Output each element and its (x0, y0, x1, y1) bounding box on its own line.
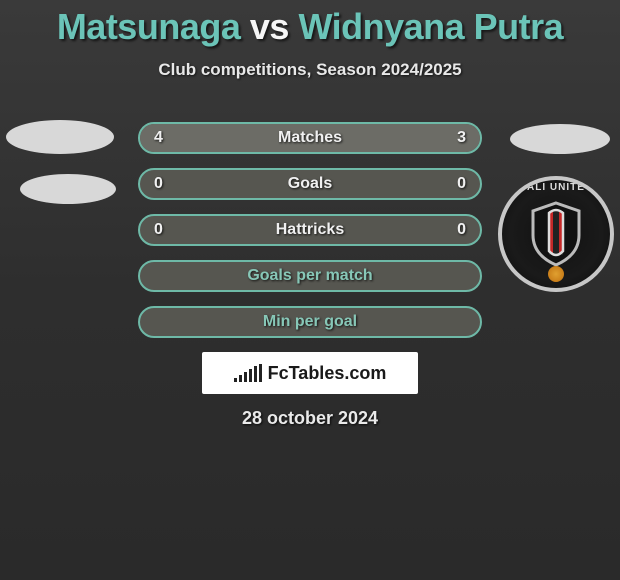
stat-row: Min per goal (138, 306, 482, 338)
page-title: Matsunaga vs Widnyana Putra (0, 0, 620, 48)
stat-right-value: 3 (457, 129, 466, 147)
stat-label: Matches (278, 129, 342, 147)
stat-row: 0 Hattricks 0 (138, 214, 482, 246)
subtitle: Club competitions, Season 2024/2025 (0, 60, 620, 80)
branding-badge: FcTables.com (202, 352, 418, 394)
stat-row: 4 Matches 3 (138, 122, 482, 154)
club-badge: ALI UNITE (498, 176, 614, 292)
player1-avatar (6, 120, 116, 230)
stat-row: 0 Goals 0 (138, 168, 482, 200)
badge-text: ALI UNITE (502, 182, 610, 193)
bar-segment (249, 369, 252, 382)
player1-name: Matsunaga (57, 6, 241, 47)
badge-shield-icon (529, 201, 583, 267)
stat-label: Goals (288, 175, 332, 193)
player2-avatar: ALI UNITE (490, 120, 610, 300)
stat-label: Min per goal (263, 313, 357, 331)
stat-label: Goals per match (247, 267, 372, 285)
avatar-placeholder-shape (20, 174, 116, 204)
avatar-placeholder-shape (510, 124, 610, 154)
branding-text: FcTables.com (268, 363, 387, 384)
bar-segment (259, 364, 262, 382)
branding-bars-icon (234, 364, 262, 382)
badge-ball-icon (548, 266, 564, 282)
date-label: 28 october 2024 (0, 408, 620, 429)
avatar-placeholder-shape (6, 120, 114, 154)
stat-label: Hattricks (276, 221, 344, 239)
bar-segment (239, 375, 242, 382)
stat-right-value: 0 (457, 175, 466, 193)
stats-panel: 4 Matches 3 0 Goals 0 0 Hattricks 0 Goals per mat… (138, 122, 482, 352)
vs-text: vs (250, 6, 289, 47)
bar-segment (244, 372, 247, 382)
stat-left-value: 0 (154, 175, 163, 193)
bar-segment (254, 366, 257, 382)
bar-segment (234, 378, 237, 382)
stat-left-value: 4 (154, 129, 163, 147)
stat-row: Goals per match (138, 260, 482, 292)
stat-left-value: 0 (154, 221, 163, 239)
player2-name: Widnyana Putra (298, 6, 563, 47)
stat-right-value: 0 (457, 221, 466, 239)
